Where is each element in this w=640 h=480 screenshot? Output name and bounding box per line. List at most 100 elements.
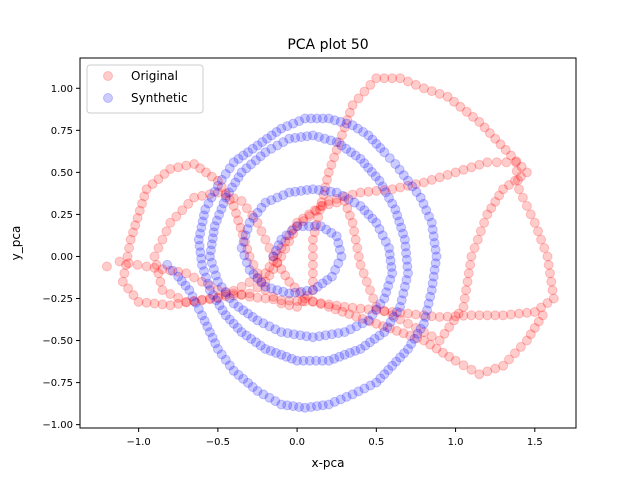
data-point (359, 86, 370, 97)
data-point (292, 301, 303, 312)
y-tick-label: −0.25 (42, 294, 73, 305)
data-point (204, 293, 215, 304)
data-point (319, 133, 330, 144)
data-point (396, 295, 407, 306)
data-point (141, 184, 152, 195)
data-point (232, 322, 243, 333)
data-point (210, 338, 221, 349)
data-point (204, 294, 215, 305)
data-point (331, 144, 342, 155)
data-point (363, 130, 374, 141)
data-point (248, 259, 259, 270)
data-point (331, 187, 342, 198)
legend-label-original: Original (131, 69, 178, 83)
data-point (294, 287, 305, 298)
data-point (347, 302, 358, 313)
data-point (392, 210, 403, 221)
data-point (327, 329, 337, 340)
data-point (208, 227, 219, 238)
data-point (151, 259, 162, 270)
data-point (506, 309, 516, 320)
data-point (189, 159, 200, 169)
data-point (258, 389, 269, 400)
data-point (236, 281, 247, 292)
data-point (466, 162, 477, 173)
data-point (331, 300, 342, 311)
data-point (385, 274, 396, 285)
legend-box (86, 64, 204, 114)
data-point (313, 132, 324, 142)
data-point (546, 276, 557, 287)
data-point (309, 227, 320, 238)
data-point (521, 307, 532, 318)
data-point (482, 310, 493, 321)
data-point (315, 298, 326, 309)
data-point (347, 120, 358, 131)
data-point (347, 217, 358, 228)
data-point (395, 307, 406, 318)
y-tick-label: 0.25 (51, 210, 73, 221)
data-point (382, 322, 393, 333)
data-point (141, 297, 152, 308)
data-point (248, 212, 259, 223)
data-point (339, 196, 350, 206)
data-point (350, 234, 361, 245)
data-point (302, 285, 312, 296)
data-point (385, 255, 396, 266)
data-point (341, 391, 352, 402)
data-point (252, 272, 263, 283)
data-point (511, 156, 522, 167)
data-point (357, 313, 368, 324)
data-point (272, 249, 283, 260)
data-point (280, 236, 291, 247)
data-point (375, 143, 386, 153)
data-point (216, 349, 227, 360)
data-point (341, 118, 352, 129)
data-point (243, 377, 253, 388)
data-point (214, 300, 225, 311)
data-point (521, 201, 532, 211)
data-point (284, 295, 295, 306)
data-point (236, 290, 247, 301)
data-point (317, 113, 328, 124)
data-point (173, 162, 184, 173)
data-point (336, 140, 347, 151)
data-point (339, 122, 350, 133)
data-point (244, 277, 255, 288)
data-point (281, 230, 292, 241)
data-point (212, 292, 223, 303)
data-point (387, 198, 398, 209)
data-point (374, 175, 385, 186)
data-point (383, 365, 394, 375)
x-axis-ticks: −1.0 −0.5 0.0 0.5 1.0 1.5 (126, 428, 543, 448)
data-point (125, 234, 136, 245)
data-point (410, 309, 421, 320)
data-point (173, 266, 184, 277)
data-point (216, 282, 227, 293)
data-point (385, 317, 396, 327)
data-point (240, 230, 251, 241)
data-point (243, 308, 253, 319)
data-point (423, 298, 434, 309)
data-point (355, 259, 366, 270)
data-point (187, 291, 198, 302)
data-point (335, 394, 346, 405)
data-point (294, 116, 305, 127)
data-point (434, 312, 445, 322)
x-tick-label: 0.5 (368, 437, 384, 448)
data-point (130, 220, 141, 231)
data-point (449, 96, 459, 107)
data-point (238, 373, 249, 384)
data-point (341, 143, 352, 154)
data-point (395, 182, 406, 193)
data-point (228, 157, 239, 168)
data-point (391, 325, 402, 336)
data-point (490, 133, 501, 144)
data-point (331, 231, 342, 242)
data-point (329, 396, 340, 407)
data-point (371, 217, 382, 228)
data-point (334, 244, 345, 255)
data-point (181, 268, 192, 279)
data-point (355, 187, 366, 198)
data-point (203, 198, 214, 209)
